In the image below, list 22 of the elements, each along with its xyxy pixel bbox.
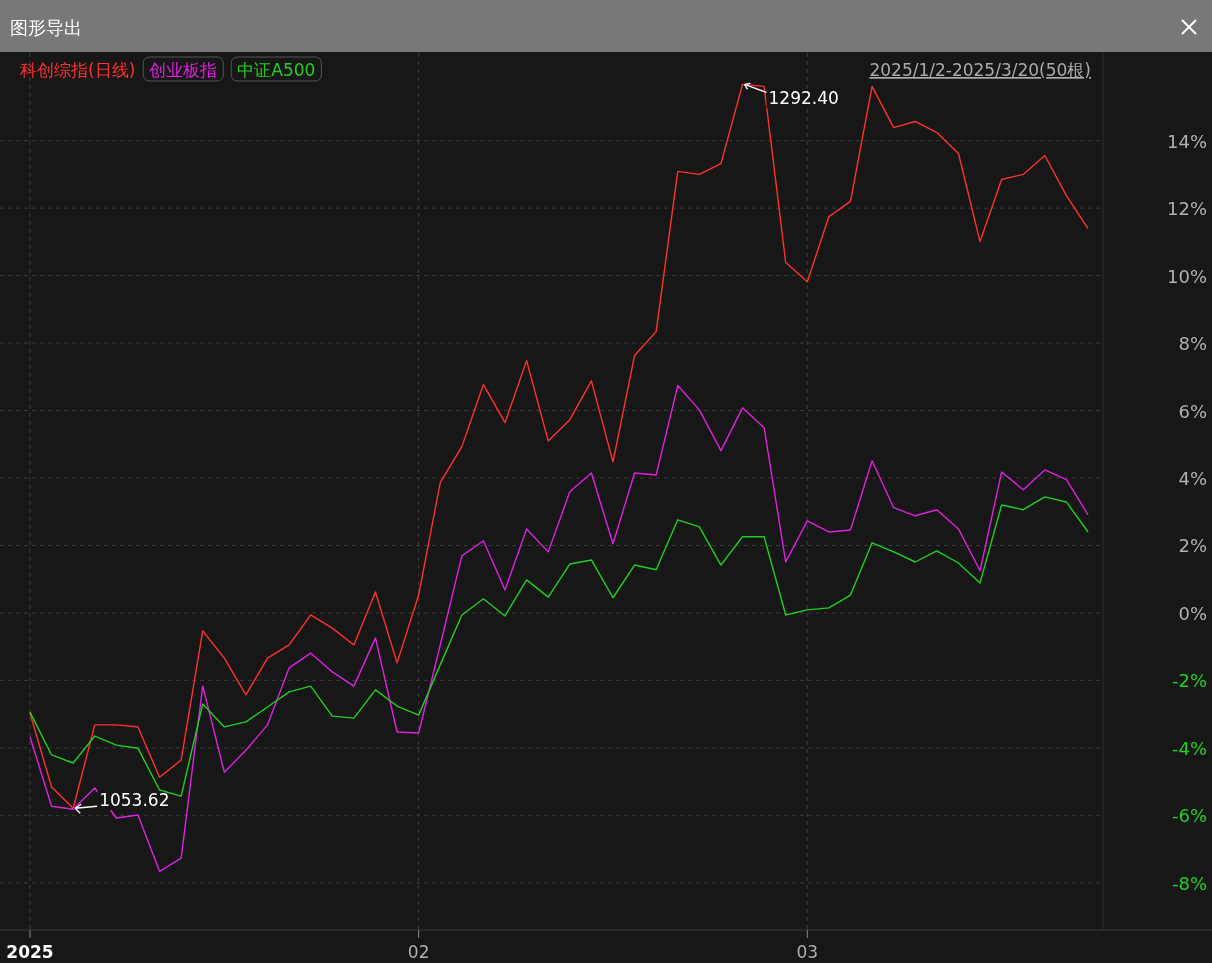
y-tick-label: 6% (1178, 400, 1207, 422)
y-tick-label: 14% (1166, 130, 1207, 152)
annotation: 1292.40 (768, 88, 839, 109)
annotation: 1053.62 (99, 790, 170, 811)
text: 中证A500 (237, 60, 316, 80)
y-tick-label: 12% (1166, 198, 1207, 220)
x-tick-label: 2025 (6, 942, 54, 962)
annotation: 2025/1/2-2025/3/20(50根) (869, 60, 1091, 80)
x-tick-label: 03 (796, 942, 819, 962)
y-tick-label: 4% (1178, 468, 1207, 490)
text: 创业板指 (149, 60, 218, 80)
chart-title: 图形导出 (10, 17, 82, 38)
x-tick-label: 02 (407, 942, 430, 962)
y-tick-label: 10% (1166, 265, 1207, 287)
text: 科创综指(日线) (20, 60, 136, 80)
y-tick-label: 2% (1178, 535, 1207, 557)
y-tick-label: -8% (1171, 872, 1207, 894)
y-tick-label: -6% (1171, 805, 1207, 827)
y-tick-label: -4% (1171, 737, 1207, 759)
y-tick-label: 8% (1178, 333, 1207, 355)
y-tick-label: 0% (1178, 602, 1207, 624)
y-tick-label: -2% (1171, 670, 1207, 692)
